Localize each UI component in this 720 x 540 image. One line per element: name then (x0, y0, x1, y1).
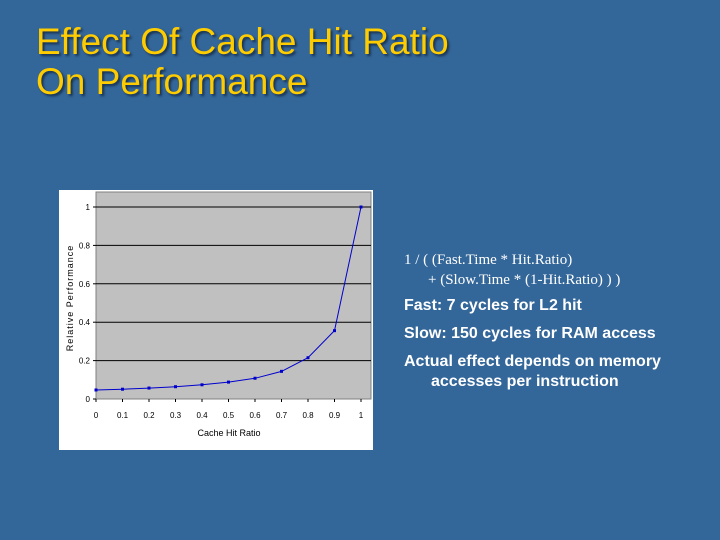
bullet-fast-text: Fast: 7 cycles for L2 hit (404, 297, 582, 314)
data-point (306, 356, 310, 360)
x-axis-label: Cache Hit Ratio (197, 428, 260, 438)
x-tick-label: 0.5 (223, 411, 235, 420)
x-axis-ticks: 0 0.1 0.2 0.3 0.4 0.5 0.6 0.7 0.8 0.9 1 (94, 399, 364, 420)
y-axis-ticks: 0 0.2 0.4 0.6 0.8 1 (79, 203, 96, 404)
y-tick-label: 0 (86, 395, 91, 404)
x-tick-label: 0.2 (143, 411, 155, 420)
series (94, 205, 363, 392)
data-point (333, 329, 336, 333)
x-tick-label: 0.7 (276, 411, 288, 420)
bullet-slow-text: Slow: 150 cycles for RAM access (404, 325, 656, 342)
slide-title: Effect Of Cache Hit Ratio On Performance (36, 22, 449, 102)
performance-formula: 1 / ( (Fast.Time * Hit.Ratio) + (Slow.Ti… (404, 250, 714, 290)
x-tick-label: 0.1 (117, 411, 129, 420)
y-tick-label: 0.2 (79, 357, 91, 366)
data-point (200, 383, 204, 387)
y-tick-label: 1 (86, 203, 91, 212)
bullet-slow: Slow: 150 cycles for RAM access (404, 324, 714, 344)
x-tick-label: 0.6 (249, 411, 261, 420)
bullet-actual-effect-line-2: accesses per instruction (431, 373, 619, 390)
y-tick-label: 0.6 (79, 280, 91, 289)
data-point (147, 386, 151, 390)
y-tick-label: 0.8 (79, 241, 91, 250)
text-block: 1 / ( (Fast.Time * Hit.Ratio) + (Slow.Ti… (404, 250, 714, 400)
x-tick-label: 0.9 (329, 411, 341, 420)
data-point (227, 380, 230, 384)
slide-title-line-2: On Performance (36, 61, 308, 102)
gridlines (96, 206, 371, 362)
data-point (94, 388, 98, 392)
x-tick-label: 0 (94, 411, 99, 420)
x-tick-label: 0.4 (196, 411, 208, 420)
line-chart: 0 0.2 0.4 0.6 0.8 1 0 0.1 0.2 0.3 0.4 0.5 0.6 0.7 0.8… (65, 191, 372, 438)
x-tick-label: 1 (359, 411, 364, 420)
x-tick-label: 0.8 (302, 411, 314, 420)
y-tick-label: 0.4 (79, 318, 91, 327)
data-point (174, 385, 177, 389)
bullet-fast: Fast: 7 cycles for L2 hit (404, 296, 714, 316)
formula-line-2: + (Slow.Time * (1-Hit.Ratio) ) ) (428, 272, 621, 288)
y-axis-label: Relative Performance (65, 245, 75, 352)
bullet-actual-effect: Actual effect depends on memory accesses… (404, 352, 714, 392)
plot-area (95, 191, 372, 400)
formula-line-1: 1 / ( (Fast.Time * Hit.Ratio) (404, 252, 573, 268)
chart-panel: 0 0.2 0.4 0.6 0.8 1 0 0.1 0.2 0.3 0.4 0.5 0.6 0.7 0.8… (59, 190, 373, 450)
x-tick-label: 0.3 (170, 411, 182, 420)
slide-title-line-1: Effect Of Cache Hit Ratio (36, 21, 449, 62)
bullet-actual-effect-line-1: Actual effect depends on memory (404, 353, 661, 370)
data-point (280, 369, 283, 373)
bullet-list: Fast: 7 cycles for L2 hit Slow: 150 cycl… (404, 296, 714, 392)
data-point (253, 376, 257, 380)
data-point (121, 387, 124, 391)
data-point (359, 205, 363, 209)
